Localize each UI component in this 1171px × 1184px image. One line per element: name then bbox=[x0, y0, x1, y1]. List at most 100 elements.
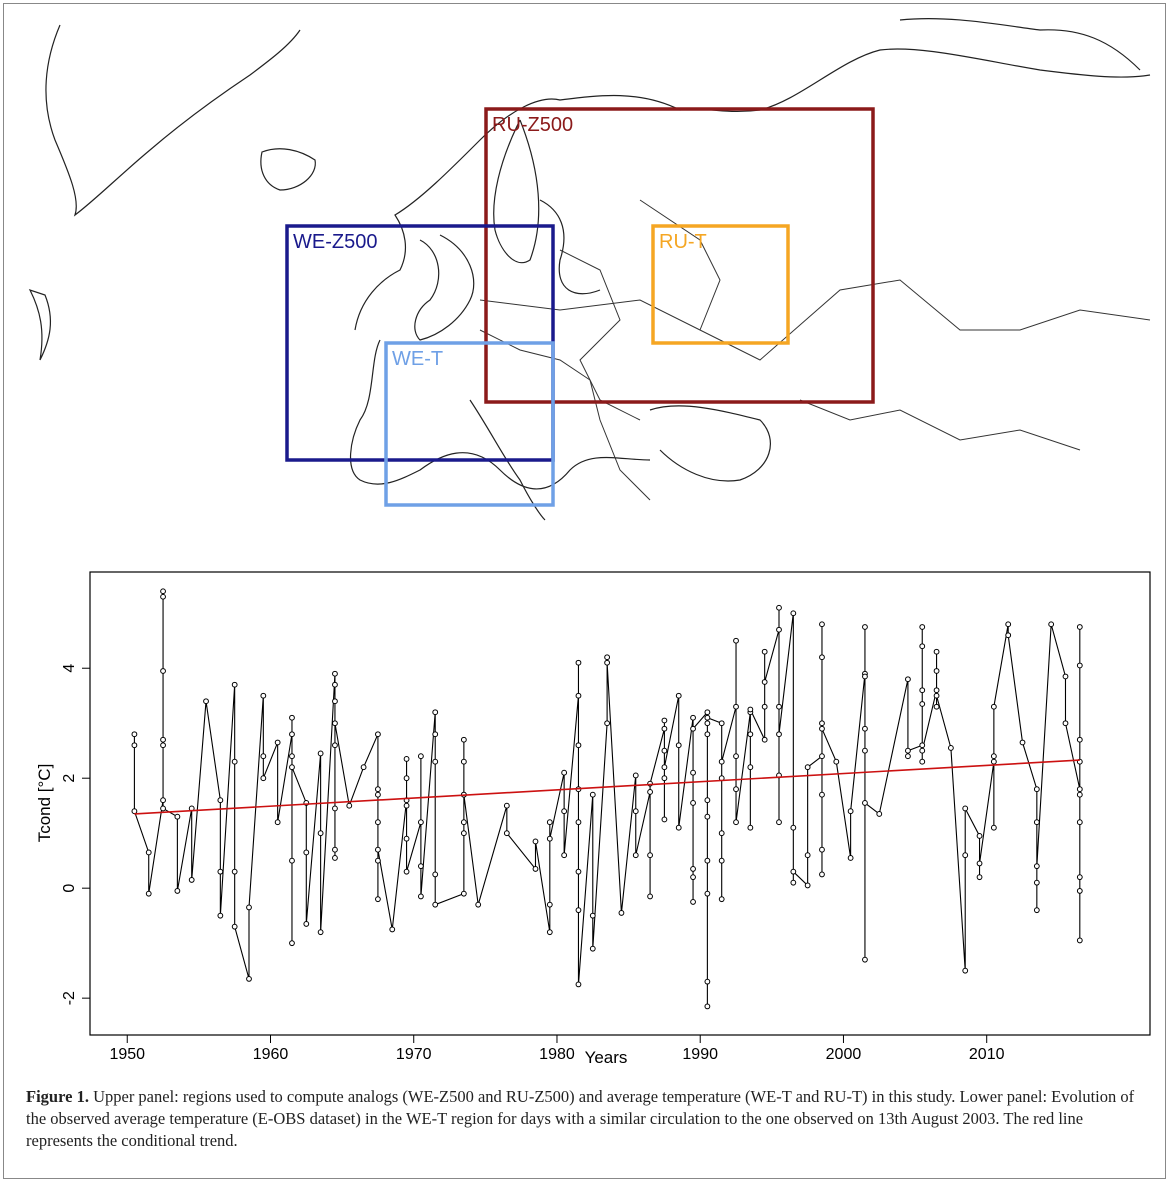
trend-line bbox=[134, 759, 1080, 815]
data-point bbox=[432, 709, 439, 716]
data-point bbox=[647, 789, 653, 795]
data-point bbox=[460, 830, 467, 837]
data-point bbox=[761, 736, 768, 743]
data-point bbox=[417, 893, 424, 900]
region-label: RU-Z500 bbox=[492, 114, 573, 136]
data-point bbox=[203, 698, 209, 705]
data-point bbox=[819, 753, 825, 760]
data-point bbox=[575, 659, 582, 666]
data-point bbox=[1033, 879, 1040, 886]
data-point bbox=[403, 868, 410, 875]
data-point bbox=[546, 929, 553, 936]
data-point bbox=[561, 808, 568, 815]
caption-text: Upper panel: regions used to compute ana… bbox=[26, 1087, 1135, 1150]
data-point bbox=[417, 753, 424, 760]
data-point bbox=[303, 849, 310, 856]
data-point bbox=[188, 877, 195, 883]
data-point bbox=[933, 692, 940, 699]
data-point bbox=[704, 857, 711, 864]
data-point bbox=[1033, 863, 1040, 870]
data-point bbox=[1048, 621, 1055, 628]
data-point bbox=[704, 731, 711, 738]
data-point bbox=[790, 879, 797, 886]
data-point bbox=[661, 747, 668, 754]
data-point bbox=[690, 899, 696, 905]
data-point bbox=[604, 654, 611, 661]
data-point bbox=[747, 731, 754, 738]
region-box bbox=[384, 341, 555, 507]
x-tick-label: 1950 bbox=[109, 1046, 145, 1063]
data-point bbox=[1062, 720, 1069, 727]
data-point bbox=[332, 805, 338, 812]
data-point bbox=[675, 692, 682, 699]
data-point bbox=[718, 857, 725, 864]
data-point bbox=[661, 764, 668, 771]
y-axis-label: Tcond [°C] bbox=[35, 764, 54, 843]
data-point bbox=[632, 772, 639, 779]
data-point bbox=[260, 753, 267, 760]
data-point bbox=[575, 868, 582, 875]
data-point bbox=[933, 703, 940, 710]
data-point bbox=[776, 703, 782, 710]
data-point bbox=[804, 852, 811, 859]
data-point bbox=[718, 720, 725, 727]
data-point bbox=[704, 813, 711, 820]
x-tick-label: 1970 bbox=[396, 1046, 432, 1063]
data-point bbox=[990, 824, 997, 831]
data-point bbox=[604, 720, 611, 727]
data-point bbox=[819, 846, 825, 853]
data-point bbox=[647, 893, 653, 900]
data-point bbox=[546, 835, 553, 842]
data-point bbox=[332, 720, 338, 727]
data-point bbox=[303, 921, 310, 927]
data-point bbox=[747, 706, 754, 713]
data-point bbox=[733, 703, 739, 710]
data-point bbox=[776, 604, 782, 611]
data-point bbox=[947, 745, 954, 751]
data-point bbox=[690, 725, 696, 732]
data-point bbox=[160, 593, 166, 600]
region-label: WE-Z500 bbox=[293, 231, 377, 253]
data-point bbox=[561, 852, 568, 859]
data-point bbox=[360, 764, 367, 771]
data-point bbox=[160, 797, 166, 804]
data-point bbox=[460, 890, 467, 897]
data-point bbox=[217, 868, 224, 875]
data-point bbox=[375, 791, 381, 798]
data-point bbox=[432, 731, 439, 738]
data-point bbox=[632, 808, 639, 815]
data-point bbox=[332, 846, 338, 853]
data-point bbox=[332, 742, 338, 749]
data-point bbox=[675, 824, 682, 831]
data-point bbox=[145, 849, 152, 856]
data-point bbox=[375, 819, 381, 826]
figure-frame bbox=[3, 3, 1166, 1179]
data-point bbox=[289, 764, 295, 771]
data-point bbox=[704, 797, 711, 804]
data-point bbox=[1005, 632, 1012, 639]
data-point bbox=[1019, 739, 1026, 746]
borders bbox=[479, 199, 1151, 501]
data-point bbox=[862, 673, 868, 680]
data-point bbox=[919, 643, 926, 650]
data-point bbox=[962, 852, 969, 859]
x-tick-label: 1980 bbox=[539, 1046, 575, 1063]
data-point bbox=[260, 775, 267, 782]
data-point bbox=[375, 786, 381, 793]
data-point bbox=[976, 874, 983, 881]
data-point bbox=[990, 753, 997, 760]
y-tick-label: 4 bbox=[61, 664, 78, 673]
data-point bbox=[532, 838, 539, 845]
data-point bbox=[632, 852, 639, 859]
data-point bbox=[217, 912, 224, 919]
data-point bbox=[776, 626, 782, 633]
data-point bbox=[604, 659, 611, 666]
data-point bbox=[661, 775, 668, 782]
data-point bbox=[561, 769, 568, 776]
data-point bbox=[704, 978, 711, 985]
data-point bbox=[231, 758, 238, 765]
data-point bbox=[761, 648, 768, 655]
data-point bbox=[160, 742, 166, 749]
data-point bbox=[1062, 673, 1069, 680]
